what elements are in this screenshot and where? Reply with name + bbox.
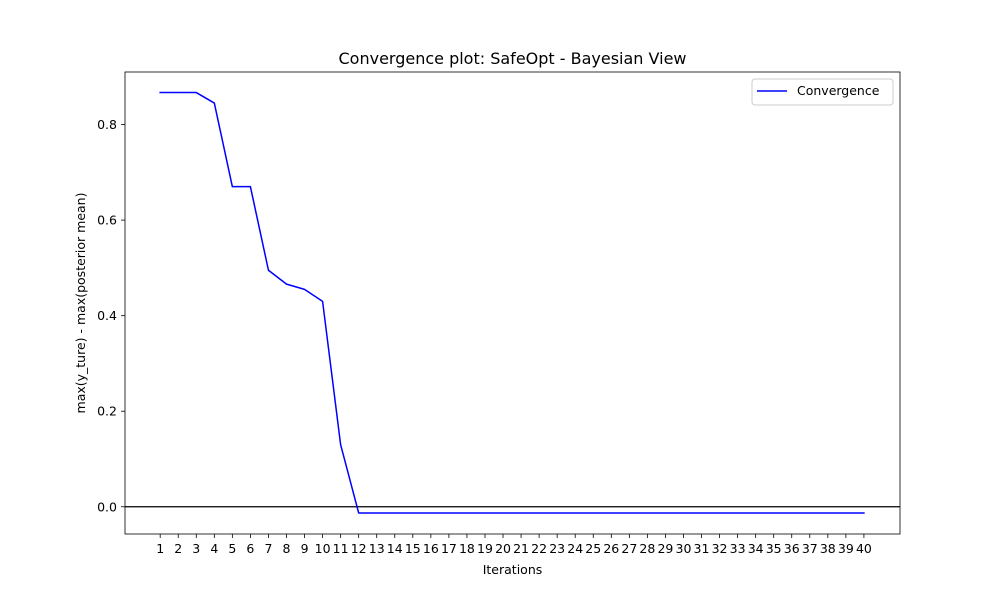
x-tick-label: 35 [766, 541, 782, 556]
y-tick-label: 0.4 [97, 308, 117, 323]
x-tick-label: 2 [174, 541, 182, 556]
x-tick-label: 6 [246, 541, 254, 556]
x-tick-label: 30 [676, 541, 692, 556]
x-tick-label: 36 [784, 541, 800, 556]
x-tick-label: 15 [405, 541, 421, 556]
x-tick-label: 33 [730, 541, 746, 556]
plot-area [125, 72, 900, 534]
x-tick-label: 5 [228, 541, 236, 556]
x-tick-label: 32 [712, 541, 728, 556]
x-tick-label: 18 [459, 541, 475, 556]
x-tick-label: 28 [639, 541, 655, 556]
legend-label-convergence: Convergence [797, 83, 880, 98]
x-tick-label: 40 [856, 541, 872, 556]
x-tick-label: 34 [748, 541, 764, 556]
plot-background [125, 72, 900, 534]
x-tick-label: 20 [495, 541, 511, 556]
x-tick-label: 4 [210, 541, 218, 556]
x-tick-label: 38 [820, 541, 836, 556]
x-tick-label: 27 [621, 541, 637, 556]
x-tick-label: 17 [441, 541, 457, 556]
x-tick-label: 13 [369, 541, 385, 556]
x-tick-label: 9 [301, 541, 309, 556]
x-tick-label: 19 [477, 541, 493, 556]
x-tick-label: 26 [603, 541, 619, 556]
x-tick-label: 24 [567, 541, 583, 556]
y-tick-label: 0.0 [97, 499, 117, 514]
chart-title: Convergence plot: SafeOpt - Bayesian Vie… [339, 49, 687, 68]
x-tick-label: 3 [192, 541, 200, 556]
x-tick-label: 29 [657, 541, 673, 556]
x-tick-label: 12 [351, 541, 367, 556]
x-tick-label: 11 [333, 541, 349, 556]
y-tick-label: 0.8 [97, 117, 117, 132]
x-tick-label: 37 [802, 541, 818, 556]
x-tick-label: 7 [264, 541, 272, 556]
y-axis-label: max(y_ture) - max(posterior mean) [73, 193, 88, 414]
x-tick-label: 16 [423, 541, 439, 556]
legend: Convergence [752, 79, 893, 105]
y-tick-label: 0.2 [97, 404, 117, 419]
x-tick-label: 1 [156, 541, 164, 556]
x-tick-label: 22 [531, 541, 547, 556]
x-tick-label: 21 [513, 541, 529, 556]
x-tick-label: 10 [315, 541, 331, 556]
x-tick-label: 14 [387, 541, 403, 556]
x-tick-label: 23 [549, 541, 565, 556]
x-tick-label: 8 [283, 541, 291, 556]
x-axis-label: Iterations [483, 562, 543, 577]
x-tick-label: 31 [694, 541, 710, 556]
y-tick-label: 0.6 [97, 213, 117, 228]
x-tick-label: 25 [585, 541, 601, 556]
x-tick-label: 39 [838, 541, 854, 556]
